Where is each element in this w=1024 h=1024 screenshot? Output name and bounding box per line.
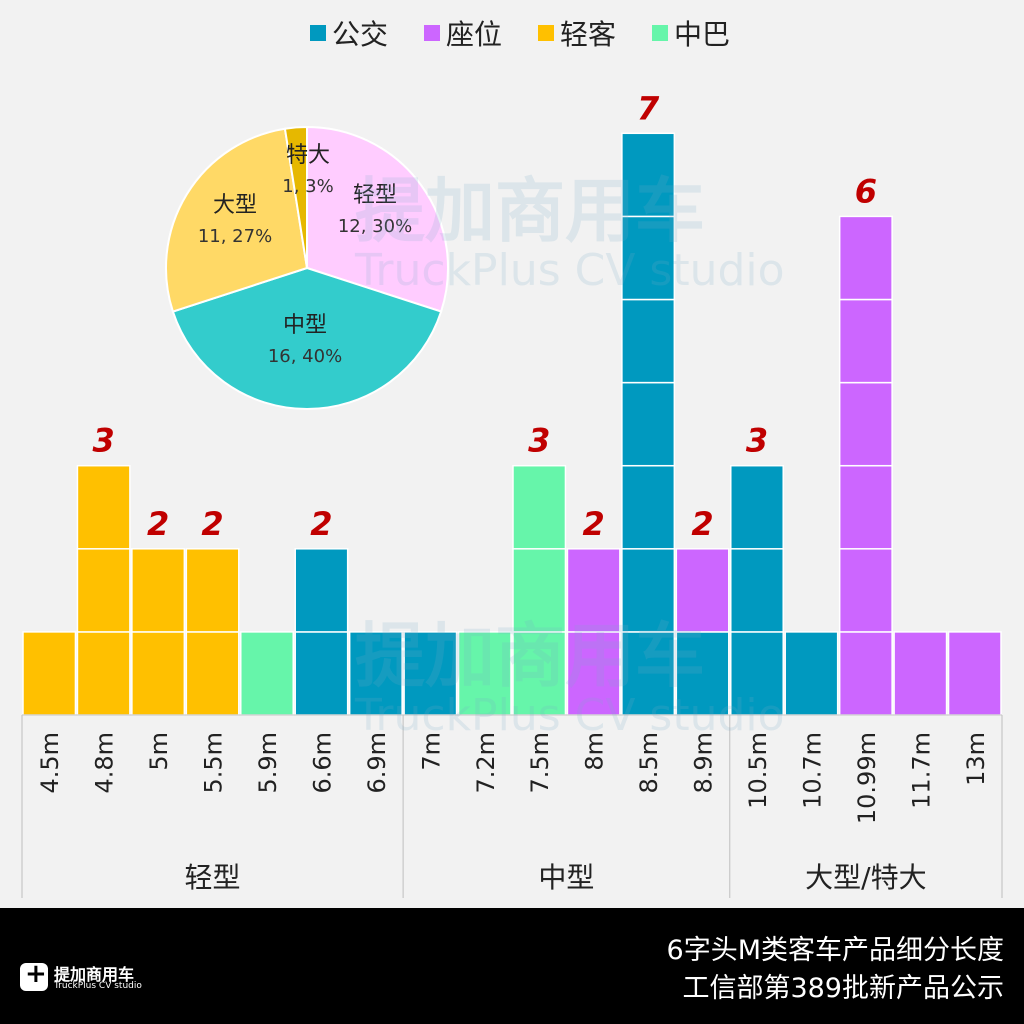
logo-icon <box>20 959 48 991</box>
x-tick-label: 7.2m <box>472 732 500 794</box>
bar-segment-公交 <box>348 631 403 716</box>
bar-segment-座位 <box>838 298 893 384</box>
x-tick-label: 4.5m <box>36 732 64 794</box>
bar-segment-公交 <box>730 548 784 633</box>
x-tick-label: 11.7m <box>907 732 935 809</box>
data-label: 2 <box>583 505 605 543</box>
data-label: 3 <box>93 422 115 460</box>
bar-segment-座位 <box>838 381 893 467</box>
x-tick-label: 7m <box>417 732 445 771</box>
legend-swatch <box>424 25 440 41</box>
pie-slice-中型 <box>171 266 443 410</box>
bar-segment-座位 <box>838 215 893 301</box>
data-label: 3 <box>528 422 550 460</box>
x-tick-label: 5.9m <box>254 732 282 794</box>
bar-segment-座位 <box>947 631 1002 716</box>
bar-segment-中巴 <box>512 631 567 716</box>
bar-segment-公交 <box>621 631 676 716</box>
bar-segment-座位 <box>675 548 730 633</box>
bar-segment-公交 <box>621 298 676 384</box>
x-tick-label: 8m <box>581 732 609 771</box>
legend-label: 公交 <box>332 18 388 51</box>
bar-segment-公交 <box>784 631 839 716</box>
x-tick-label: 4.8m <box>91 732 119 794</box>
group-label: 大型/特大 <box>805 861 926 894</box>
legend-swatch <box>538 25 554 41</box>
footer: 提加商用车 TruckPlus CV studio 6字头M类客车产品细分长度 … <box>0 908 1024 1024</box>
pie-slice-大型 <box>165 127 309 313</box>
bar-segment-公交 <box>621 548 676 633</box>
pie-value: 11, 27% <box>198 226 272 247</box>
bar-segment-公交 <box>730 631 784 716</box>
x-tick-label: 7.5m <box>526 732 554 794</box>
bar-segment-座位 <box>838 631 893 716</box>
footer-title-2: 工信部第389批新产品公示 <box>682 973 1004 1004</box>
bar-segment-中巴 <box>512 548 567 633</box>
bar-segment-轻客 <box>185 548 240 633</box>
data-label: 7 <box>637 89 660 127</box>
pie-value: 16, 40% <box>268 346 342 367</box>
data-label: 6 <box>855 172 877 210</box>
x-tick-label: 5.5m <box>200 732 228 794</box>
x-tick-label: 13m <box>962 732 990 786</box>
bar-segment-轻客 <box>22 631 77 716</box>
data-label: 2 <box>147 505 169 543</box>
x-tick-label: 5m <box>145 732 173 771</box>
bar-segment-轻客 <box>76 464 131 550</box>
bar-segment-轻客 <box>76 631 131 716</box>
bar-segment-座位 <box>838 464 893 550</box>
footer-title-1: 6字头M类客车产品细分长度 <box>666 935 1004 966</box>
x-tick-label: 8.5m <box>635 732 663 794</box>
bar-segment-轻客 <box>131 548 186 633</box>
logo: 提加商用车 TruckPlus CV studio <box>20 959 142 991</box>
group-label: 中型 <box>538 861 594 894</box>
bar-segment-中巴 <box>240 631 294 716</box>
bar-segment-中巴 <box>457 631 512 716</box>
x-tick-label: 10.5m <box>744 732 772 809</box>
logo-cn: 提加商用车 <box>54 965 135 984</box>
bar-segment-公交 <box>403 631 458 716</box>
chart: 4.5m 3 4.8m 2 5m 2 5.5m 5.9m 2 6.6m 6.9m 7m 7.2m 3 7.5… <box>21 18 1003 898</box>
data-label: 3 <box>746 422 768 460</box>
bar-segment-公交 <box>294 631 349 716</box>
pie-label: 中型 <box>283 313 327 338</box>
bar-segment-公交 <box>730 464 784 550</box>
bar-segment-公交 <box>621 132 676 218</box>
data-label: 2 <box>201 505 223 543</box>
bar-segment-公交 <box>294 548 349 633</box>
x-tick-label: 6.6m <box>308 732 336 794</box>
legend-label: 中巴 <box>674 18 730 51</box>
bar-segment-公交 <box>621 215 676 301</box>
pie-label: 大型 <box>213 193 257 218</box>
bar-segment-中巴 <box>512 464 567 550</box>
legend-label: 轻客 <box>560 18 616 51</box>
x-tick-label: 10.99m <box>853 732 881 824</box>
bar-segment-轻客 <box>185 631 240 716</box>
data-label: 2 <box>691 505 713 543</box>
pie-label: 特大 <box>286 143 330 168</box>
x-tick-label: 8.9m <box>690 732 718 794</box>
bar-segment-轻客 <box>131 631 186 716</box>
x-tick-label: 10.7m <box>798 732 826 809</box>
pie-slice-轻型 <box>306 125 449 313</box>
legend-label: 座位 <box>446 18 502 51</box>
bar-segment-轻客 <box>76 548 131 633</box>
bar-segment-公交 <box>621 381 676 467</box>
bar-segment-座位 <box>566 548 621 633</box>
legend-swatch <box>652 25 668 41</box>
group-label: 轻型 <box>185 861 241 894</box>
x-tick-label: 6.9m <box>363 732 391 794</box>
data-label: 2 <box>310 505 332 543</box>
pie-value: 12, 30% <box>338 216 412 237</box>
logo-en: TruckPlus CV studio <box>54 981 142 991</box>
bar-segment-座位 <box>566 631 621 716</box>
bar-segment-座位 <box>838 548 893 633</box>
bar-segment-公交 <box>675 631 730 716</box>
legend-swatch <box>310 25 326 41</box>
pie-slice-特大 <box>283 125 308 269</box>
bar-segment-公交 <box>621 464 676 550</box>
pie-label: 轻型 <box>353 183 397 208</box>
pie-value: 1, 3% <box>282 176 333 197</box>
bar-segment-座位 <box>893 631 948 716</box>
